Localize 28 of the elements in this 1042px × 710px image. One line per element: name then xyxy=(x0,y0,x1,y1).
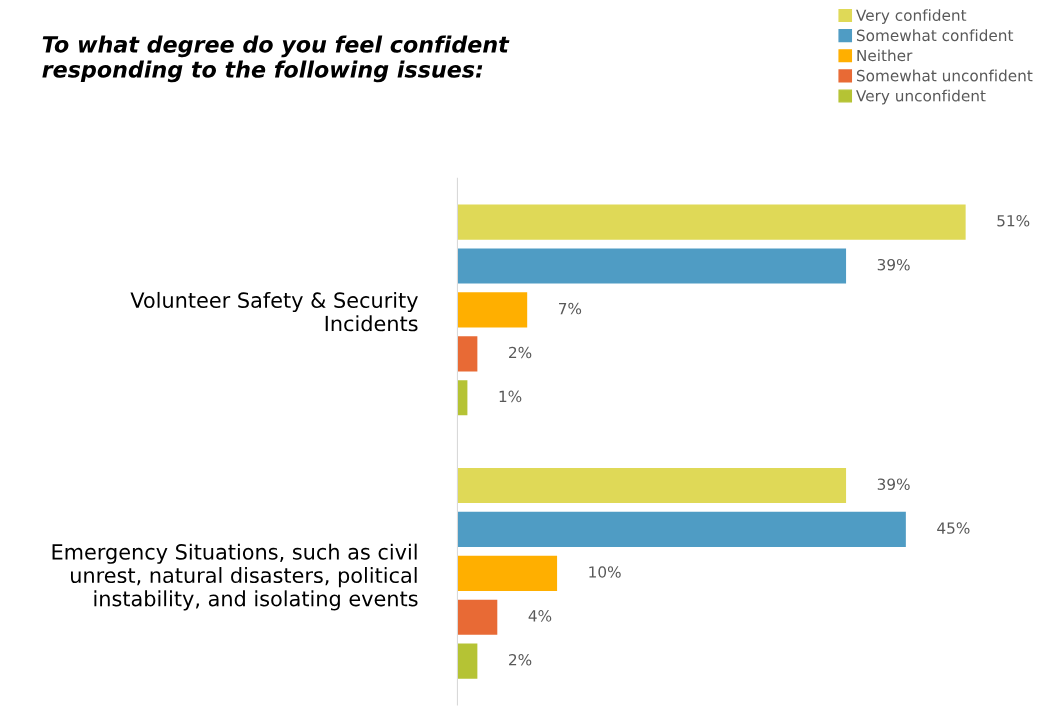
bar xyxy=(457,599,498,635)
bar xyxy=(457,643,478,679)
bar xyxy=(457,204,966,240)
data-label: 4% xyxy=(528,610,552,622)
y-tick-label: Emergency Situations, such as civil unrest, natural disasters, political instability, and isolating events xyxy=(52,543,418,611)
bar xyxy=(457,511,906,547)
bar xyxy=(457,467,847,504)
data-label: 7% xyxy=(559,302,582,315)
bar xyxy=(457,336,478,372)
bar xyxy=(457,380,468,416)
bar xyxy=(457,292,528,328)
bar xyxy=(457,555,558,591)
data-label: 45% xyxy=(937,522,970,534)
bar xyxy=(457,248,847,284)
text: To what degree do you feel confident responding to the following issues: xyxy=(42,35,510,83)
data-label: 39% xyxy=(877,258,910,271)
data-label: 51% xyxy=(997,214,1030,227)
data-label: 1% xyxy=(499,390,522,403)
data-label: 2% xyxy=(509,346,532,359)
y-tick-label: Volunteer Safety & Security Incidents xyxy=(130,291,418,332)
legend-label: Neither xyxy=(857,49,913,62)
legend-label: Very unconfident xyxy=(856,89,986,105)
data-label: 2% xyxy=(509,654,532,666)
data-label: 39% xyxy=(877,478,910,490)
data-label: 10% xyxy=(589,566,621,578)
legend-label: Somewhat unconfident xyxy=(856,69,1033,82)
legend-label: Somewhat confident xyxy=(856,29,1014,42)
legend-label: Very confident xyxy=(856,9,967,24)
